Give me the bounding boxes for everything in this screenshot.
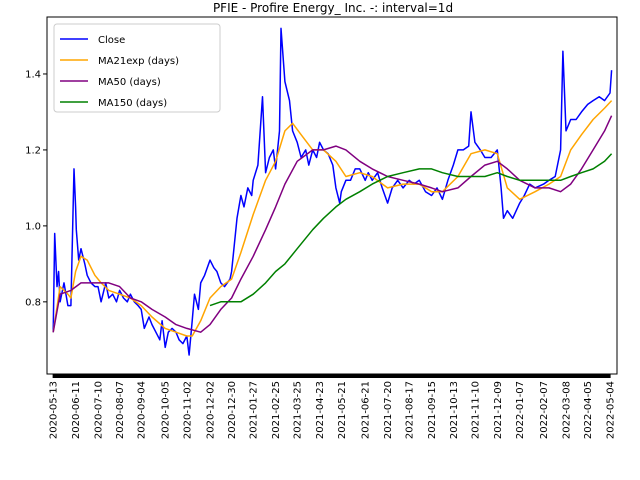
x-tick-label: 2022-05-04 — [606, 381, 617, 439]
y-axis: 0.8 1.0 1.2 1.4 — [25, 69, 47, 308]
legend-label-1: MA21exp (days) — [98, 56, 179, 67]
x-tick-label: 2021-10-13 — [449, 381, 460, 439]
x-axis: 2020-05-13 2020-06-11 2020-07-10 2020-08-07… — [49, 374, 617, 439]
x-tick-label: 2020-12-30 — [227, 381, 238, 439]
x-tick-label: 2022-01-07 — [515, 381, 526, 439]
x-tick-label: 2020-08-07 — [115, 381, 126, 439]
legend-label-3: MA150 (days) — [98, 98, 167, 109]
x-tick-label: 2020-06-11 — [71, 381, 82, 439]
x-tick-label: 2020-09-04 — [137, 381, 148, 439]
x-tick-label: 2020-11-02 — [182, 381, 193, 439]
x-tick-label: 2022-04-05 — [583, 381, 594, 439]
legend: Close MA21exp (days) MA50 (days) MA150 (day… — [54, 24, 220, 112]
x-tick-label: 2022-03-08 — [562, 381, 573, 439]
x-tick-label: 2021-05-21 — [337, 381, 348, 439]
x-tick-label: 2021-02-25 — [271, 381, 282, 439]
x-tick-label: 2020-10-05 — [161, 381, 172, 439]
x-tick-label: 2022-02-07 — [539, 381, 550, 439]
x-tick-label: 2021-03-25 — [293, 381, 304, 439]
x-tick-label: 2020-12-02 — [206, 381, 217, 439]
x-tick-label: 2021-12-09 — [493, 381, 504, 439]
x-tick-label: 2021-07-20 — [383, 381, 394, 439]
legend-label-0: Close — [98, 35, 125, 46]
y-tick-label: 0.8 — [25, 297, 41, 308]
legend-label-2: MA50 (days) — [98, 77, 161, 88]
x-tick-label: 2021-11-10 — [470, 381, 481, 439]
chart-title: PFIE - Profire Energy_ Inc. -: interval=… — [213, 1, 453, 15]
x-tick-marks — [53, 374, 610, 378]
y-tick-label: 1.4 — [25, 69, 41, 80]
x-tick-label: 2021-09-15 — [427, 381, 438, 439]
series-line-3 — [210, 154, 612, 306]
x-tick-label: 2021-08-17 — [405, 381, 416, 439]
x-tick-label: 2020-05-13 — [49, 381, 60, 439]
x-tick-label: 2021-01-27 — [249, 381, 260, 439]
series-line-2 — [53, 116, 611, 333]
y-tick-label: 1.0 — [25, 221, 41, 232]
y-tick-label: 1.2 — [25, 145, 41, 156]
x-tick-label: 2020-07-10 — [94, 381, 105, 439]
x-tick-label: 2021-04-23 — [315, 381, 326, 439]
x-tick-label: 2021-06-21 — [361, 381, 372, 439]
